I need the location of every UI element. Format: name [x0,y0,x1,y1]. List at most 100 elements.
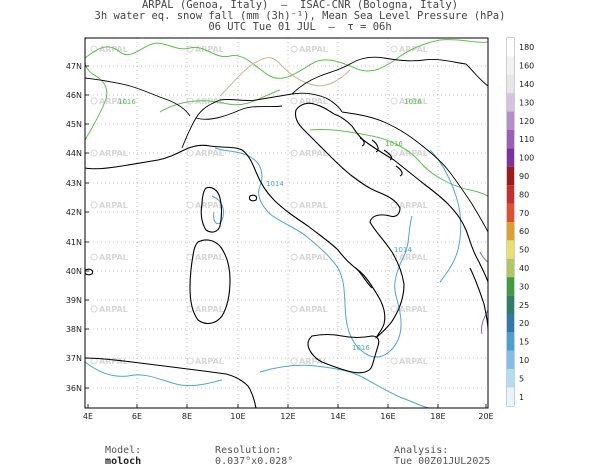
lat-label: 40N [66,267,82,276]
watermark-text: ARPAL [195,97,224,106]
footer-analysis: Analysis: Tue 00Z01JUL2025 [382,434,490,467]
watermark-text: ARPAL [195,305,224,314]
watermark-icon [290,253,298,261]
watermark-text: ARPAL [399,201,428,210]
coast-heel [355,267,373,289]
coast-istria [333,113,467,231]
watermark-icon [390,253,398,261]
lat-label: 47N [66,62,82,71]
lon-label: 20E [478,412,493,421]
coast-sicily [307,333,380,374]
isobar-blue-south [305,215,413,358]
colorbar-label: 60 [519,227,529,236]
watermark-text: ARPAL [99,357,128,366]
model-label: Model: [105,445,142,456]
watermark-icon [90,253,98,261]
colorbar-label: 110 [519,135,534,144]
map-border [84,37,489,409]
lon-label: 4E [83,412,93,421]
watermark-icon [290,201,298,209]
colorbar-swatch [507,56,514,75]
colorbar-label: 140 [519,80,534,89]
latitude-labels: 47N 46N 45N 44N 43N 42N 41N 40N 39N 38N 37N 36N [66,62,89,393]
watermark-icon [90,149,98,157]
lat-label: 38N [66,325,82,334]
watermark-text: ARPAL [195,253,224,262]
isobar-tan [219,57,351,97]
colorbar-swatch [507,38,514,57]
map-figure: ARPAL ARPAL ARPAL ARPAL ARPAL ARPAL ARPAL ARPAL… [66,37,534,421]
coast-sardinia [189,239,231,325]
border-balkans [341,111,488,233]
watermark-icon [290,45,298,53]
watermark-icon [290,305,298,313]
colorbar-label: 40 [519,264,529,273]
colorbar-label: 180 [519,43,534,52]
isobar-label: 1014 [394,246,412,254]
watermark-icon [390,45,398,53]
header-line-2: 3h water eq. snow fall (mm (3h)⁻¹), Mean… [94,10,506,22]
watermark-text: ARPAL [299,305,328,314]
colorbar-swatch [507,74,514,94]
colorbar-swatch [507,203,514,222]
isobar-label-layer: 1016 1016 1016 1014 1014 1016 [118,98,422,352]
coast-islands [359,137,403,177]
colorbar-label: 20 [519,319,529,328]
lon-label: 16E [380,412,395,421]
watermark-icon [186,149,194,157]
footer-resolution: Resolution: 0.037°x0.028° [203,434,293,467]
colorbar-swatch [507,369,514,388]
border-east [465,63,488,87]
lat-label: 43N [66,179,82,188]
colorbar-label: 70 [519,209,529,218]
colorbar-label: 50 [519,246,529,255]
colorbar-label: 80 [519,190,529,199]
colorbar-label: 25 [519,301,529,310]
watermark-text: ARPAL [99,201,128,210]
colorbar-swatch [507,277,514,296]
watermark-text: ARPAL [299,149,328,158]
watermark-text: ARPAL [99,97,128,106]
coast-italy [183,102,405,339]
isobar-label: 1016 [385,140,403,148]
watermark-text: ARPAL [399,357,428,366]
watermark-text: ARPAL [399,45,428,54]
watermark-icon [90,201,98,209]
colorbar-swatch [507,295,514,314]
watermark-text: ARPAL [299,201,328,210]
colorbar-swatch [507,387,514,406]
isobar-green-adriatic [309,129,488,197]
colorbar-label: 120 [519,117,534,126]
watermark-text: ARPAL [99,45,128,54]
header-line-3: 06 UTC Tue 01 JUL — τ = 06h [208,21,392,33]
lat-label: 36N [66,384,82,393]
watermark-text: ARPAL [399,305,428,314]
analysis-label: Analysis: [394,445,449,456]
lon-label: 12E [280,412,295,421]
lat-label: 39N [66,296,82,305]
lat-label: 42N [66,208,82,217]
watermark-icon [290,149,298,157]
coastline-layer [85,102,488,408]
resolution-label: Resolution: [215,445,282,456]
watermark-icon [186,357,194,365]
isobar-label: 1016 [404,98,422,106]
watermark-text: ARPAL [299,45,328,54]
watermark-text: ARPAL [195,201,224,210]
map-frame [85,38,488,408]
analysis-value: Tue 00Z01JUL2025 [394,456,491,467]
coast-elba [248,194,258,202]
watermark-text: ARPAL [299,357,328,366]
isobar-blue-corsica [211,195,225,225]
colorbar-label: 30 [519,282,529,291]
watermark-icon [390,201,398,209]
watermark-text: ARPAL [195,149,224,158]
graticule [85,38,488,408]
border-alps-north [195,56,467,120]
watermark-icon [390,149,398,157]
watermark-text: ARPAL [99,305,128,314]
lon-label: 14E [330,412,345,421]
colorbar-label: 5 [519,374,524,383]
watermark-icon [290,97,298,105]
watermark-icon [90,97,98,105]
